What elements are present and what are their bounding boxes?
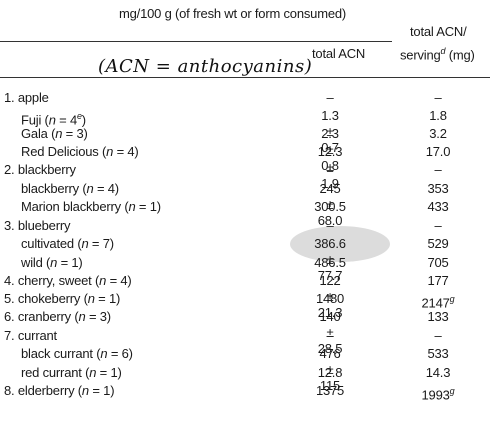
table-row: black currant (n = 6) 476 ± 115 533 bbox=[21, 346, 449, 393]
header-col2-line1: total ACN/ bbox=[410, 24, 467, 39]
table-top-rule bbox=[0, 77, 490, 78]
header-col2-line2: servingd (mg) bbox=[400, 46, 475, 62]
header-col1-sub: total ACN bbox=[312, 46, 366, 61]
header-col2-unit: (mg) bbox=[445, 47, 475, 63]
row-category-label: 3. blueberry bbox=[4, 218, 71, 233]
table-row: Gala (n = 3) 2.3 ± 0.8 3.2 bbox=[21, 126, 447, 173]
row-sublabel: wild (n = 1) bbox=[21, 255, 83, 270]
table-row: 3. blueberry – – bbox=[4, 218, 442, 233]
footnote-d: d bbox=[440, 46, 446, 56]
header-col1-title: mg/100 g (of fresh wt or form consumed) bbox=[119, 6, 347, 21]
row-sublabel: cultivated (n = 7) bbox=[21, 236, 114, 251]
row-category-label: 4. cherry, sweet (n = 4) bbox=[4, 273, 132, 288]
row-category-label: 7. currant bbox=[4, 328, 57, 343]
row-sublabel: Marion blackberry (n = 1) bbox=[21, 199, 161, 214]
table-row: 6. cranberry (n = 3) 140 ± 28.5 133 bbox=[4, 309, 449, 356]
highlight-ellipse bbox=[290, 226, 390, 262]
row-sublabel: black currant (n = 6) bbox=[21, 346, 133, 361]
header-col2-serving: serving bbox=[400, 47, 441, 63]
table-row: Red Delicious (n = 4) 12.3 ± 1.9 17.0 bbox=[21, 144, 451, 191]
row-sublabel: Fuji (n = 4e) bbox=[21, 111, 86, 128]
table-row: blackberry (n = 4) 245 ± 68.0 353 bbox=[21, 181, 449, 228]
row-category-label: 8. elderberry (n = 1) bbox=[4, 383, 115, 398]
table-row: Marion blackberry (n = 1) 300.5 433 bbox=[21, 199, 449, 214]
footnote-marker: e bbox=[76, 111, 82, 121]
row-sublabel: Gala (n = 3) bbox=[21, 126, 88, 141]
table-row: 5. chokeberry (n = 1) 1480 2147g bbox=[4, 291, 455, 311]
row-category-label: 6. cranberry (n = 3) bbox=[4, 309, 111, 324]
table-row: 1. apple – – bbox=[4, 90, 442, 105]
table-row: wild (n = 1) 486.5 705 bbox=[21, 255, 449, 270]
footnote-marker: g bbox=[449, 294, 455, 304]
acn-annotation: (ACN = anthocyanins) bbox=[98, 56, 313, 77]
row-category-label: 1. apple bbox=[4, 90, 49, 105]
row-sublabel: blackberry (n = 4) bbox=[21, 181, 119, 196]
row-category-label: 5. chokeberry (n = 1) bbox=[4, 291, 121, 306]
footnote-marker: g bbox=[449, 386, 455, 396]
table-row: Fuji (n = 4e) 1.3 ± 0.7 1.8 bbox=[21, 108, 447, 155]
row-category-label: 2. blackberry bbox=[4, 162, 76, 177]
table-row: 2. blackberry – – bbox=[4, 162, 442, 177]
row-sublabel: red currant (n = 1) bbox=[21, 365, 122, 380]
row-sublabel: Red Delicious (n = 4) bbox=[21, 144, 139, 159]
table-row: 4. cherry, sweet (n = 4) 122 ± 21.3 177 bbox=[4, 273, 449, 320]
table-row: cultivated (n = 7) 386.6 ± 77.7 529 bbox=[21, 236, 449, 283]
table-row: 7. currant – – bbox=[4, 328, 442, 343]
table-row: 8. elderberry (n = 1) 1375 1993g bbox=[4, 383, 455, 403]
table-row: red currant (n = 1) 12.8 14.3 bbox=[21, 365, 451, 380]
header-rule bbox=[0, 41, 392, 42]
